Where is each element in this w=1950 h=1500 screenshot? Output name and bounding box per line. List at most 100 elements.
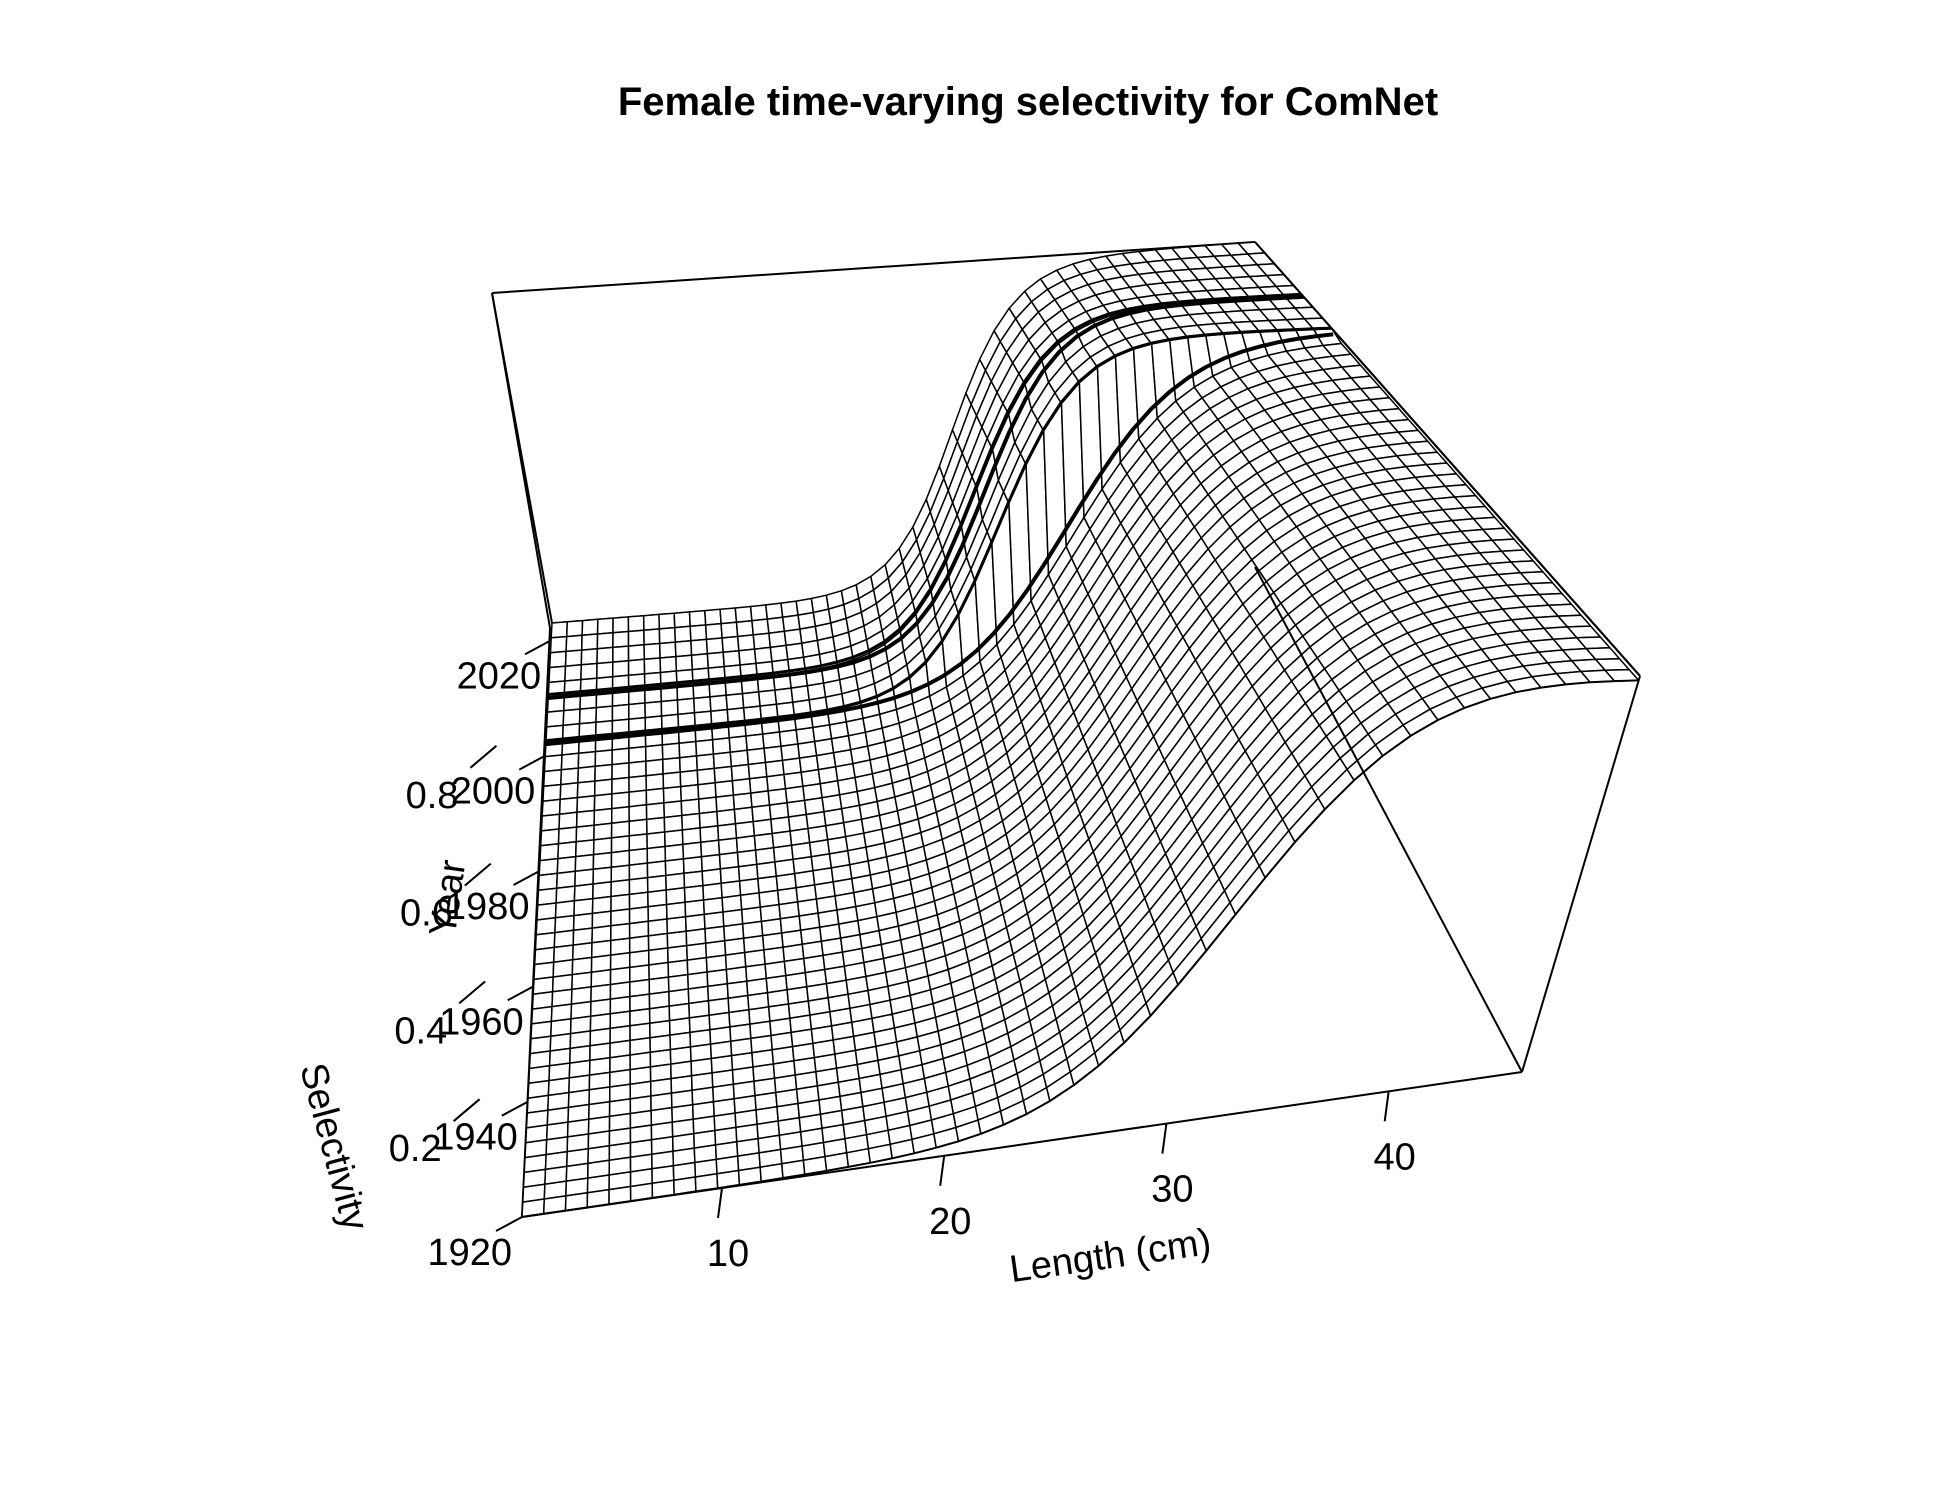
surface-facet <box>627 629 645 647</box>
surface-facet <box>690 652 710 671</box>
surface-facet <box>610 805 630 825</box>
surface-facet <box>734 605 753 623</box>
surface-facet <box>574 839 595 858</box>
surface-facet <box>697 782 717 800</box>
surface-contour-2002 <box>545 332 1334 747</box>
surface-facet <box>575 809 596 828</box>
surface-facet <box>577 765 596 784</box>
y-tick-mark <box>507 985 535 1002</box>
surface-facet <box>678 755 699 773</box>
surface-facet <box>662 756 681 775</box>
z-tick-mark <box>452 1098 481 1122</box>
surface-facet <box>642 613 661 631</box>
surface-contour-2003 <box>545 326 1332 743</box>
surface-facet <box>765 602 784 620</box>
surface-facet <box>722 650 741 668</box>
surface-facet <box>611 762 630 781</box>
z-tick-label: 0.2 <box>389 1128 442 1170</box>
surface-facet <box>645 802 666 821</box>
surface-facet <box>542 769 563 788</box>
surface-facet <box>557 826 578 845</box>
surface-facet <box>578 706 598 725</box>
y-tick-label: 2000 <box>451 771 536 813</box>
z-tick-mark <box>458 980 486 1005</box>
surface-facet <box>611 703 630 722</box>
surface-facet <box>560 752 580 771</box>
front-bounding-box <box>521 241 1641 1218</box>
surface-facet <box>705 637 724 655</box>
surface-facet <box>679 783 700 802</box>
surface-facet <box>564 649 583 667</box>
surface-facet <box>721 635 740 654</box>
surface-facet <box>644 744 664 762</box>
surface-facet <box>735 619 755 638</box>
surface-facet <box>663 814 684 833</box>
surface-facet <box>704 622 723 641</box>
surface-facet <box>593 807 613 826</box>
surface-facet <box>612 645 630 663</box>
box-edge-left-top <box>491 292 551 629</box>
surface-facet <box>680 798 701 817</box>
box-edge-back-top <box>491 241 1256 294</box>
surface-facet <box>550 621 569 639</box>
surface-facet <box>628 818 648 837</box>
surface-facet <box>560 767 580 786</box>
surface-facet <box>596 632 614 650</box>
surface-facet <box>577 750 597 769</box>
surface-facet <box>713 765 734 784</box>
z-axis-label: Selectivity <box>291 1059 376 1235</box>
surface-facet <box>581 618 599 637</box>
surface-facet <box>612 630 630 649</box>
surface-facet <box>610 820 631 839</box>
box-edge-front-floor <box>521 1071 1523 1218</box>
surface-facet <box>596 617 614 635</box>
surface-facet <box>627 644 646 662</box>
surface-facet <box>543 754 563 773</box>
surface-facet <box>574 853 595 873</box>
surface-facet <box>646 831 666 850</box>
y-tick-label: 1960 <box>439 1001 524 1043</box>
x-axis-ticks: 10 20 30 40 <box>707 1091 1416 1275</box>
surface-facet <box>611 776 630 795</box>
x-tick-label: 20 <box>929 1201 971 1243</box>
z-tick-label: 0.4 <box>394 1010 447 1052</box>
x-tick-mark <box>717 1187 723 1219</box>
y-tick-label: 1920 <box>427 1232 512 1274</box>
box-edge-right-top-front <box>1254 241 1641 677</box>
surface-facet <box>698 810 719 829</box>
surface-facet <box>627 658 646 677</box>
x-tick-mark <box>1383 1091 1390 1122</box>
surface-facet <box>660 699 679 717</box>
surface-facet <box>643 657 662 675</box>
y-axis-ticks: 1920 1940 1960 1980 2000 2020 <box>427 639 552 1274</box>
z-tick-mark <box>464 862 492 887</box>
surface-facet <box>719 607 738 625</box>
surface-facet <box>611 747 630 766</box>
surface-facet <box>706 651 725 669</box>
surface-facet <box>658 626 677 645</box>
surface-facet <box>663 800 683 819</box>
x-tick-label: 40 <box>1374 1136 1416 1178</box>
surface-facet <box>659 655 678 674</box>
x-axis-label: Length (cm) <box>1007 1221 1214 1291</box>
surface-facet <box>658 641 677 659</box>
surface-facet <box>580 633 599 651</box>
surface-contour-2010 <box>548 294 1304 700</box>
surface-facet <box>576 795 596 814</box>
surface-facet <box>594 749 613 768</box>
surface-facet <box>704 608 722 626</box>
surface-facet <box>542 783 562 802</box>
surface-facet <box>538 857 559 877</box>
surface-facet <box>693 696 712 714</box>
surface-facet <box>749 604 769 622</box>
y-tick-label: 2020 <box>457 655 542 697</box>
surface-facet <box>662 771 682 790</box>
surface-facet <box>673 611 691 629</box>
surface-mesh <box>521 241 1640 1218</box>
surface-facet <box>611 659 630 678</box>
surface-facet <box>643 628 661 646</box>
surface-facet <box>688 609 707 628</box>
y-tick-mark <box>501 1100 529 1117</box>
surface-facet <box>628 745 647 764</box>
